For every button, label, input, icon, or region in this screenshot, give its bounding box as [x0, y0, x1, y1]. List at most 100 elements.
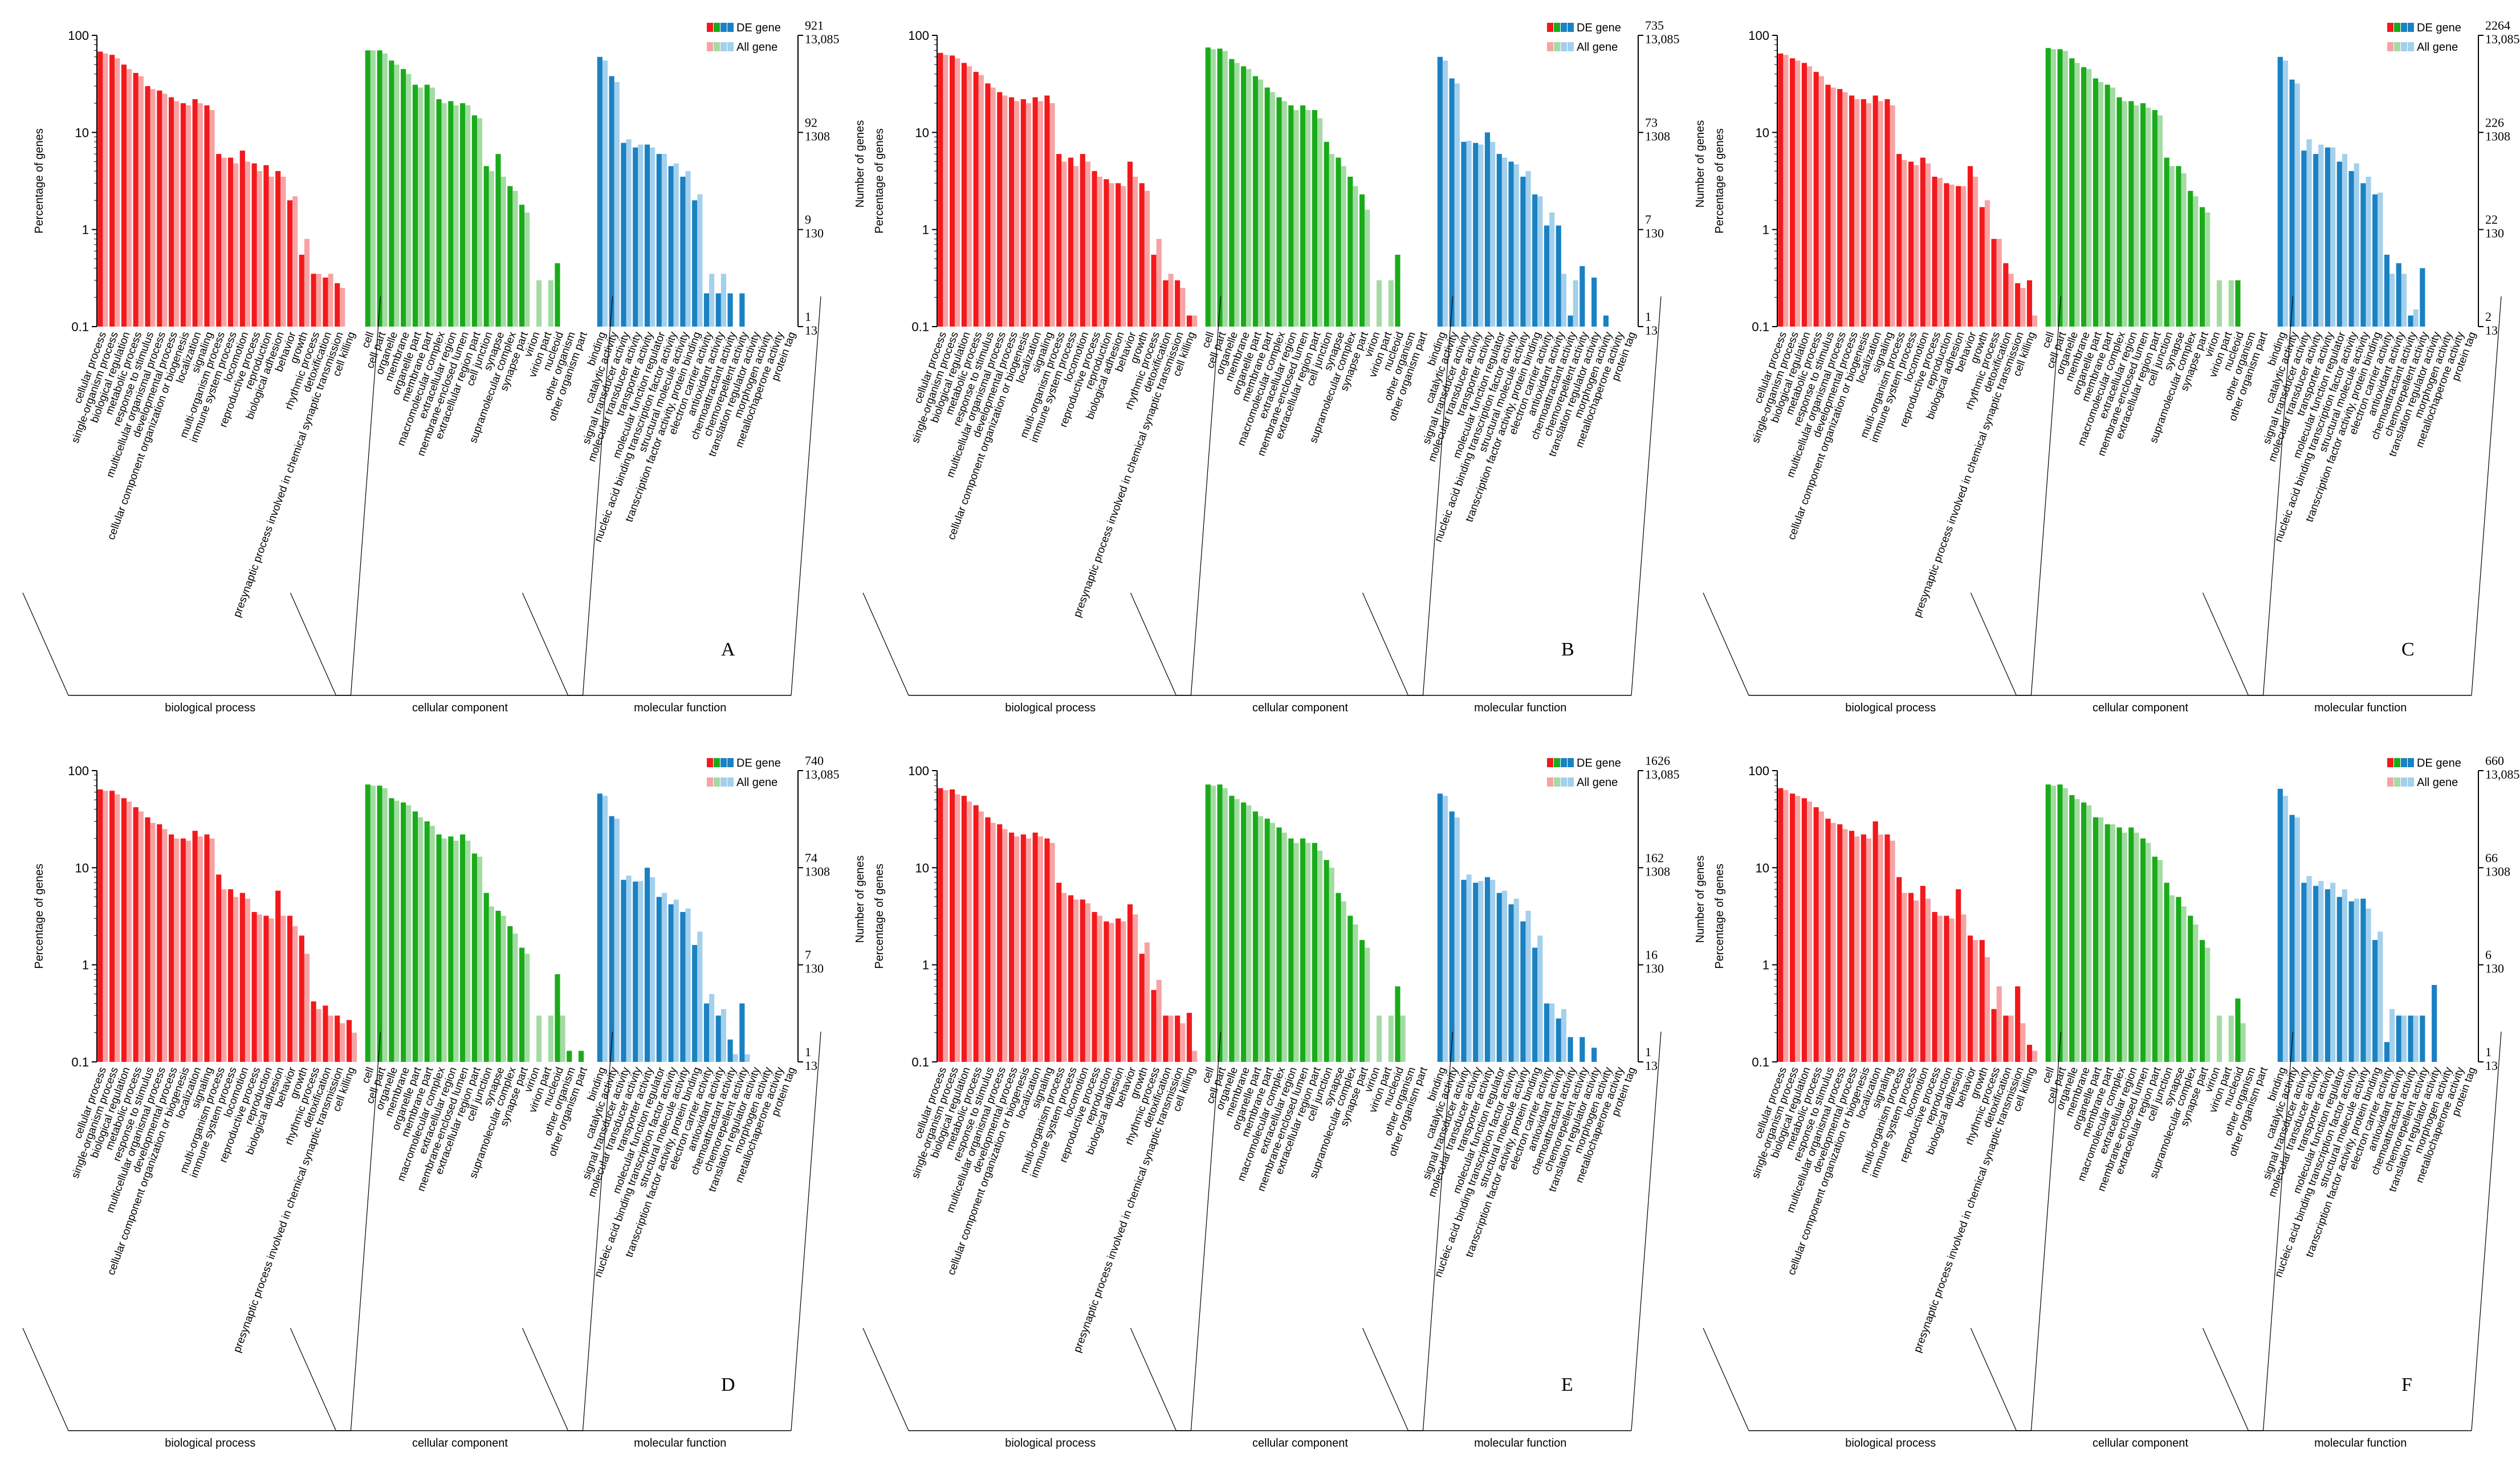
- bar-de-cc: [1205, 784, 1211, 1062]
- bar-de-mf: [1508, 904, 1514, 1062]
- bar-all-bp: [209, 110, 215, 327]
- y-tick-label: 1: [82, 958, 89, 972]
- y2-tick-de-count: 1: [1645, 310, 1651, 324]
- bar-all-cc: [2134, 105, 2139, 327]
- y2-tick-all-count: 13,085: [1645, 32, 1680, 46]
- bar-all-bp: [1830, 822, 1836, 1062]
- bar-de-bp: [1991, 1009, 1997, 1062]
- bar-de-bp: [1956, 186, 1961, 327]
- bar-de-cc: [1276, 827, 1282, 1062]
- bar-de-bp: [251, 911, 257, 1062]
- bar-de-cc: [1229, 59, 1235, 327]
- bar-all-cc: [2205, 947, 2210, 1062]
- bar-de-cc: [1395, 254, 1401, 327]
- y2-tick-de-count: 740: [805, 754, 824, 768]
- y2-tick-de-count: 1: [1645, 1045, 1651, 1059]
- bar-all-cc: [2228, 280, 2234, 327]
- bar-all-cc: [1388, 1015, 1394, 1062]
- bar-all-mf: [1442, 796, 1448, 1062]
- bar-de-bp: [1080, 899, 1085, 1062]
- y2-axis-label: Number of genes: [1694, 856, 1707, 943]
- y2-tick-all-count: 130: [805, 962, 824, 976]
- bar-de-bp: [1979, 940, 1985, 1062]
- bar-de-mf: [1556, 1018, 1561, 1062]
- bar-de-cc: [1300, 105, 1306, 327]
- legend-swatch-all: [2387, 42, 2393, 51]
- panel-letter: C: [2401, 639, 2415, 660]
- bar-de-cc: [436, 99, 442, 327]
- bar-all-bp: [103, 791, 108, 1062]
- y-tick-label: 100: [68, 28, 89, 43]
- bar-all-bp: [1014, 101, 1020, 327]
- bar-de-mf: [715, 293, 721, 327]
- bar-all-cc: [1234, 63, 1240, 327]
- bar-all-mf: [650, 877, 656, 1062]
- bar-all-bp: [1192, 315, 1198, 327]
- legend-swatch-de: [1547, 758, 1553, 767]
- bar-de-bp: [2026, 1045, 2033, 1062]
- group-bracket-right: [2471, 1031, 2502, 1431]
- bar-all-bp: [1783, 790, 1789, 1062]
- bar-all-cc: [1388, 280, 1394, 327]
- bar-all-bp: [304, 239, 310, 327]
- y-tick-label: 100: [1748, 28, 1769, 43]
- y-tick-label: 10: [1756, 125, 1769, 140]
- chart-panel-A: 10092113,08510921308191300.1113Percentag…: [22, 18, 866, 714]
- y2-tick-all-count: 13: [805, 1058, 817, 1073]
- chart-panel-F: 10066013,08510661308161300.1113Percentag…: [1703, 754, 2520, 1449]
- bar-all-mf: [1573, 280, 1578, 327]
- bar-all-bp: [1949, 918, 1955, 1062]
- bar-de-mf: [1568, 315, 1573, 327]
- bar-de-bp: [169, 834, 174, 1062]
- y2-tick-de-count: 22: [2485, 213, 2498, 227]
- y-axis-label: Percentage of genes: [33, 128, 46, 234]
- y2-tick-all-count: 13: [805, 323, 817, 337]
- bar-all-bp: [1097, 176, 1102, 327]
- bar-de-bp: [1967, 166, 1973, 327]
- group-bracket-left: [2202, 1328, 2249, 1431]
- bar-all-cc: [536, 280, 542, 327]
- legend-swatch-de: [727, 758, 734, 767]
- bar-de-mf: [1544, 1003, 1550, 1062]
- bar-de-mf: [1461, 141, 1467, 327]
- y-tick-label: 100: [68, 764, 89, 778]
- bar-de-cc: [1288, 105, 1294, 327]
- bar-de-cc: [460, 834, 466, 1062]
- legend-swatch-all: [2408, 777, 2414, 787]
- bar-de-bp: [1116, 918, 1121, 1062]
- bar-all-mf: [1501, 890, 1508, 1062]
- bar-de-cc: [1241, 66, 1247, 327]
- legend-swatch-de: [2387, 758, 2393, 767]
- bar-de-mf: [2420, 1015, 2425, 1062]
- bar-all-mf: [1466, 874, 1472, 1062]
- bar-all-cc: [1258, 79, 1264, 327]
- bar-all-bp: [150, 822, 156, 1062]
- bar-de-cc: [1336, 157, 1341, 327]
- group-bracket-left: [862, 1328, 909, 1431]
- bar-de-bp: [1068, 157, 1074, 327]
- group-label-mf: molecular function: [2314, 1437, 2407, 1449]
- y-tick-label: 1: [1762, 223, 1769, 237]
- bar-all-bp: [115, 58, 120, 327]
- bar-all-mf: [2330, 147, 2336, 327]
- bar-all-cc: [2193, 196, 2199, 327]
- bar-de-cc: [2188, 190, 2193, 327]
- bar-de-mf: [2396, 263, 2401, 327]
- bar-all-bp: [340, 288, 345, 327]
- bar-all-bp: [174, 838, 180, 1062]
- bar-all-mf: [1537, 196, 1543, 327]
- legend-swatch-de: [2408, 758, 2414, 767]
- y2-tick-all-count: 13: [1645, 1058, 1658, 1073]
- bar-all-bp: [1133, 176, 1138, 327]
- bar-all-bp: [1937, 178, 1943, 327]
- bar-all-cc: [2240, 1023, 2246, 1062]
- bar-de-bp: [1967, 935, 1973, 1062]
- bar-all-cc: [1365, 947, 1370, 1062]
- bar-de-bp: [323, 1005, 328, 1062]
- bar-all-cc: [465, 105, 471, 327]
- bar-all-bp: [1049, 842, 1055, 1062]
- group-bracket-left: [22, 592, 69, 696]
- bar-de-cc: [1347, 915, 1353, 1062]
- legend-swatch-all: [720, 42, 727, 51]
